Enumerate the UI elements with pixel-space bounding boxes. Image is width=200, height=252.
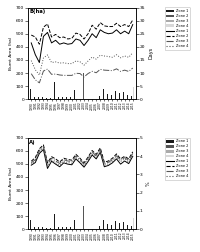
Bar [127, 225, 128, 229]
Y-axis label: %: % [146, 181, 151, 186]
Y-axis label: Burnt Area (ha): Burnt Area (ha) [9, 167, 13, 200]
Bar [107, 94, 108, 99]
Bar [70, 97, 71, 99]
Bar [127, 95, 128, 99]
Bar [103, 89, 104, 99]
Bar [30, 220, 31, 229]
Bar [66, 97, 67, 99]
Bar [83, 73, 84, 99]
Bar [34, 97, 35, 99]
Bar [115, 222, 116, 229]
Bar [54, 82, 55, 99]
Legend: Zone 1, Zone 2, Zone 3, Zone 4, Zone 1, Zone 2, Zone 3, Zone 4: Zone 1, Zone 2, Zone 3, Zone 4, Zone 1, … [165, 8, 190, 50]
Bar [42, 227, 43, 229]
Bar [66, 227, 67, 229]
Bar [119, 223, 120, 229]
Bar [119, 93, 120, 99]
Bar [50, 228, 51, 229]
Bar [131, 96, 132, 99]
Y-axis label: Days: Days [148, 47, 153, 59]
Bar [123, 92, 124, 99]
Bar [58, 227, 59, 229]
Bar [30, 89, 31, 99]
Bar [103, 219, 104, 229]
Text: A): A) [29, 140, 36, 144]
Bar [111, 225, 112, 229]
Bar [74, 90, 75, 99]
Bar [111, 95, 112, 99]
Legend: Zone 1, Zone 2, Zone 3, Zone 4, Zone 1, Zone 2, Zone 3, Zone 4: Zone 1, Zone 2, Zone 3, Zone 4, Zone 1, … [165, 138, 190, 180]
Bar [133, 87, 134, 99]
Bar [123, 222, 124, 229]
Bar [50, 98, 51, 99]
Bar [131, 226, 132, 229]
Bar [62, 227, 63, 229]
Bar [58, 97, 59, 99]
Bar [46, 228, 47, 229]
Bar [83, 206, 84, 229]
Bar [99, 226, 100, 229]
Bar [107, 224, 108, 229]
Bar [54, 214, 55, 229]
Bar [70, 227, 71, 229]
Bar [74, 220, 75, 229]
Bar [115, 91, 116, 99]
Bar [42, 97, 43, 99]
Bar [38, 227, 39, 229]
Bar [46, 98, 47, 99]
Bar [38, 97, 39, 99]
Y-axis label: Burnt Area (ha): Burnt Area (ha) [9, 37, 13, 70]
Text: B(ha): B(ha) [29, 9, 45, 14]
Bar [62, 97, 63, 99]
Bar [133, 217, 134, 229]
Bar [34, 227, 35, 229]
Bar [99, 96, 100, 99]
